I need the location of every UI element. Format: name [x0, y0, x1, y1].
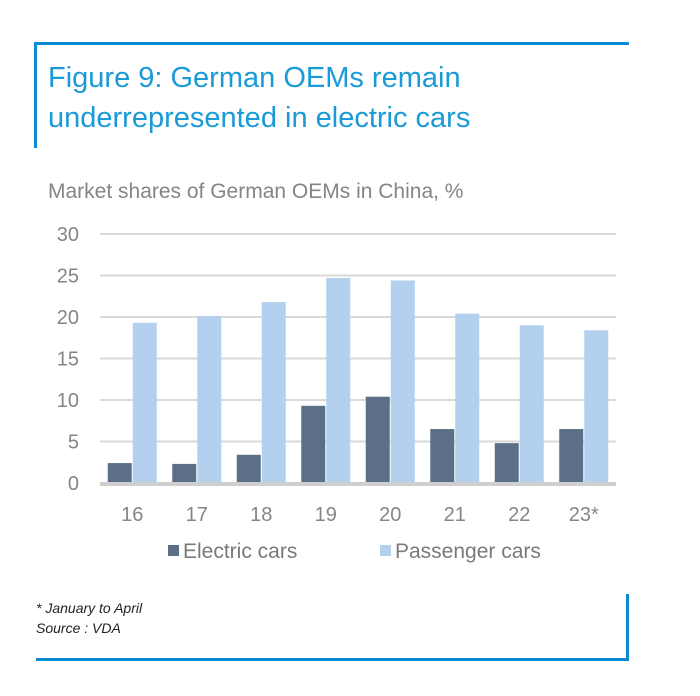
- y-tick-label: 30: [57, 224, 79, 246]
- bar-passenger-23: [584, 330, 609, 483]
- frame-bottom-border: [36, 658, 629, 661]
- y-axis-ticks: 0 5 10 15 20 25 30: [57, 224, 79, 495]
- y-tick-label: 0: [68, 473, 79, 495]
- y-tick-label: 25: [57, 266, 79, 288]
- x-tick-label: 16: [121, 504, 143, 526]
- frame-right-border: [626, 594, 629, 661]
- x-tick-label: 18: [250, 504, 272, 526]
- bar-passenger-22: [519, 325, 544, 483]
- legend: Electric cars Passenger cars: [168, 540, 541, 563]
- bar-electric-20: [365, 396, 390, 483]
- legend-swatch-passenger: [380, 545, 391, 556]
- x-tick-label: 20: [379, 504, 401, 526]
- footnote-note: * January to April: [36, 600, 143, 616]
- x-axis-ticks: 16 17 18 19 20 21 22 23*: [121, 504, 599, 526]
- y-tick-label: 15: [57, 349, 79, 371]
- figure-title: Figure 9: German OEMs remain underrepres…: [48, 62, 471, 134]
- frame-top-border: [34, 42, 629, 45]
- bar-passenger-17: [197, 316, 222, 483]
- bar-electric-19: [301, 405, 326, 483]
- y-tick-label: 5: [68, 432, 79, 454]
- x-tick-label: 23*: [569, 504, 599, 526]
- bar-electric-18: [236, 454, 261, 483]
- bars: [107, 277, 609, 483]
- bar-electric-17: [172, 463, 197, 483]
- bar-passenger-18: [261, 302, 286, 483]
- chart-subtitle: Market shares of German OEMs in China, %: [48, 180, 464, 203]
- y-tick-label: 10: [57, 390, 79, 412]
- bar-electric-21: [430, 429, 455, 483]
- legend-label-electric: Electric cars: [183, 540, 297, 563]
- x-tick-label: 22: [508, 504, 530, 526]
- legend-swatch-electric: [168, 545, 179, 556]
- bar-electric-23: [559, 429, 584, 483]
- bar-passenger-16: [132, 322, 157, 483]
- x-tick-label: 21: [444, 504, 466, 526]
- x-tick-label: 19: [315, 504, 337, 526]
- footnote-source: Source : VDA: [36, 620, 121, 636]
- legend-label-passenger: Passenger cars: [395, 540, 541, 563]
- bar-electric-22: [494, 443, 519, 483]
- frame-left-border: [34, 42, 37, 148]
- bar-passenger-21: [455, 313, 480, 483]
- footnote: * January to April Source : VDA: [36, 598, 142, 638]
- x-tick-label: 17: [186, 504, 208, 526]
- bar-passenger-19: [326, 277, 351, 483]
- bar-electric-16: [107, 463, 132, 483]
- bar-passenger-20: [390, 280, 415, 483]
- y-tick-label: 20: [57, 307, 79, 329]
